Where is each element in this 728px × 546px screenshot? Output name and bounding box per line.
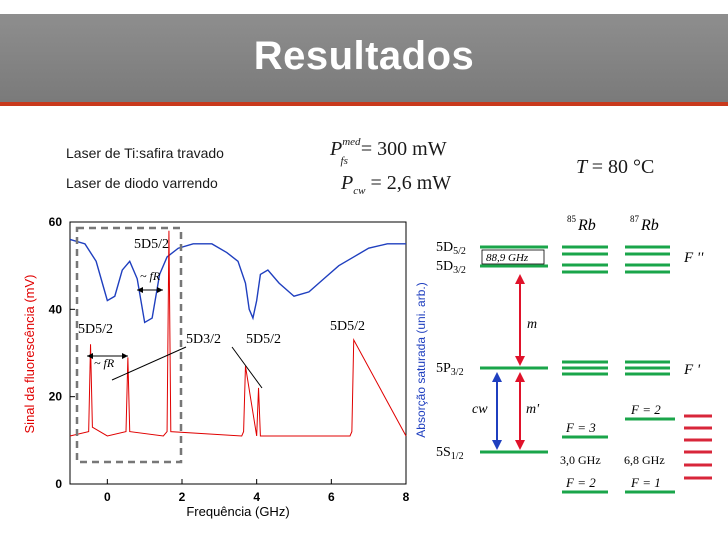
label-m: m [527, 317, 537, 332]
gap-5d-box [481, 249, 545, 265]
right-red-bars [684, 414, 712, 480]
title-bar: Resultados [0, 14, 728, 106]
highlight-dashed-box [75, 226, 183, 464]
label-87-f1: F = 1 [630, 475, 661, 490]
y-tick-label: 40 [49, 302, 63, 316]
temperature-equation: T = 80 °C [576, 156, 655, 178]
x-axis-label: Frequência (GHz) [186, 504, 289, 519]
label-68ghz: 6,8 GHz [624, 453, 665, 467]
label-fp: F ' [683, 362, 701, 378]
annot-5d52-mid: 5D5/2 [246, 332, 281, 347]
x-tick-label: 6 [328, 490, 335, 504]
power-fs-equation: Pmedfs = 300 mW [330, 136, 447, 167]
series-line-1 [69, 230, 407, 437]
label-5s12: 5S1/2 [436, 445, 464, 462]
hyperfine-5d-87 [625, 245, 670, 274]
hyperfine-5p-85 [562, 360, 608, 376]
label-5d52: 5D5/2 [436, 240, 466, 257]
x-tick-label: 4 [253, 490, 260, 504]
y-tick-label: 0 [55, 477, 62, 491]
label-fpp: F '' [683, 250, 704, 266]
y-tick-label: 20 [49, 390, 63, 404]
gap-5d-label: 88,9 GHz [486, 252, 529, 264]
y-tick-label: 60 [49, 215, 63, 229]
annot-5d52-left: 5D5/2 [78, 322, 113, 337]
label-85-f2: F = 2 [565, 475, 596, 490]
iso-85-sup: 85 [567, 214, 577, 224]
label-5p32: 5P3/2 [436, 361, 464, 378]
annot-5d52-top: 5D5/2 [134, 237, 169, 252]
hyperfine-5p-87 [625, 360, 670, 376]
iso-87-rb: Rb [640, 217, 659, 234]
label-mprime: m' [526, 402, 540, 417]
slide-title: Resultados [253, 34, 475, 78]
iso-85-rb: Rb [577, 217, 596, 234]
x-tick-label: 2 [179, 490, 186, 504]
iso-87-sup: 87 [630, 214, 640, 224]
plot-frame [69, 221, 407, 485]
y-axis-label-right: Absorção saturada (uni. arb.) [414, 282, 428, 437]
energy-level-diagram: 5D5/2 5D3/2 5P3/2 5S1/2 88,9 GHz m cw m'… [436, 214, 712, 494]
label-87-f2: F = 2 [630, 402, 661, 417]
laser-ti-label: Laser de Ti:safira travado [66, 145, 224, 161]
annot-5d32: 5D3/2 [186, 332, 221, 347]
fluorescence-chart: 0 20 40 60 0 2 4 6 8 5D5/2 ~ fR 5D5/2 ~ fR 5D3/… [22, 215, 428, 519]
label-cw: cw [472, 402, 488, 417]
annot-fr-left: ~ fR [94, 356, 115, 370]
x-tick-label: 0 [104, 490, 111, 504]
annot-5d52-right: 5D5/2 [330, 319, 365, 334]
x-tick-label: 8 [403, 490, 410, 504]
label-30ghz: 3,0 GHz [560, 453, 601, 467]
hyperfine-5d-85 [562, 245, 608, 274]
series-line-0 [69, 238, 406, 324]
annot-fr-top: ~ fR [140, 269, 161, 283]
label-85-f3: F = 3 [565, 420, 596, 435]
power-cw-equation: Pcw = 2,6 mW [341, 172, 452, 197]
laser-diode-label: Laser de diodo varrendo [66, 175, 218, 191]
y-axis-label: Sinal da fluorescência (mV) [22, 275, 37, 434]
label-5d32: 5D3/2 [436, 259, 466, 276]
